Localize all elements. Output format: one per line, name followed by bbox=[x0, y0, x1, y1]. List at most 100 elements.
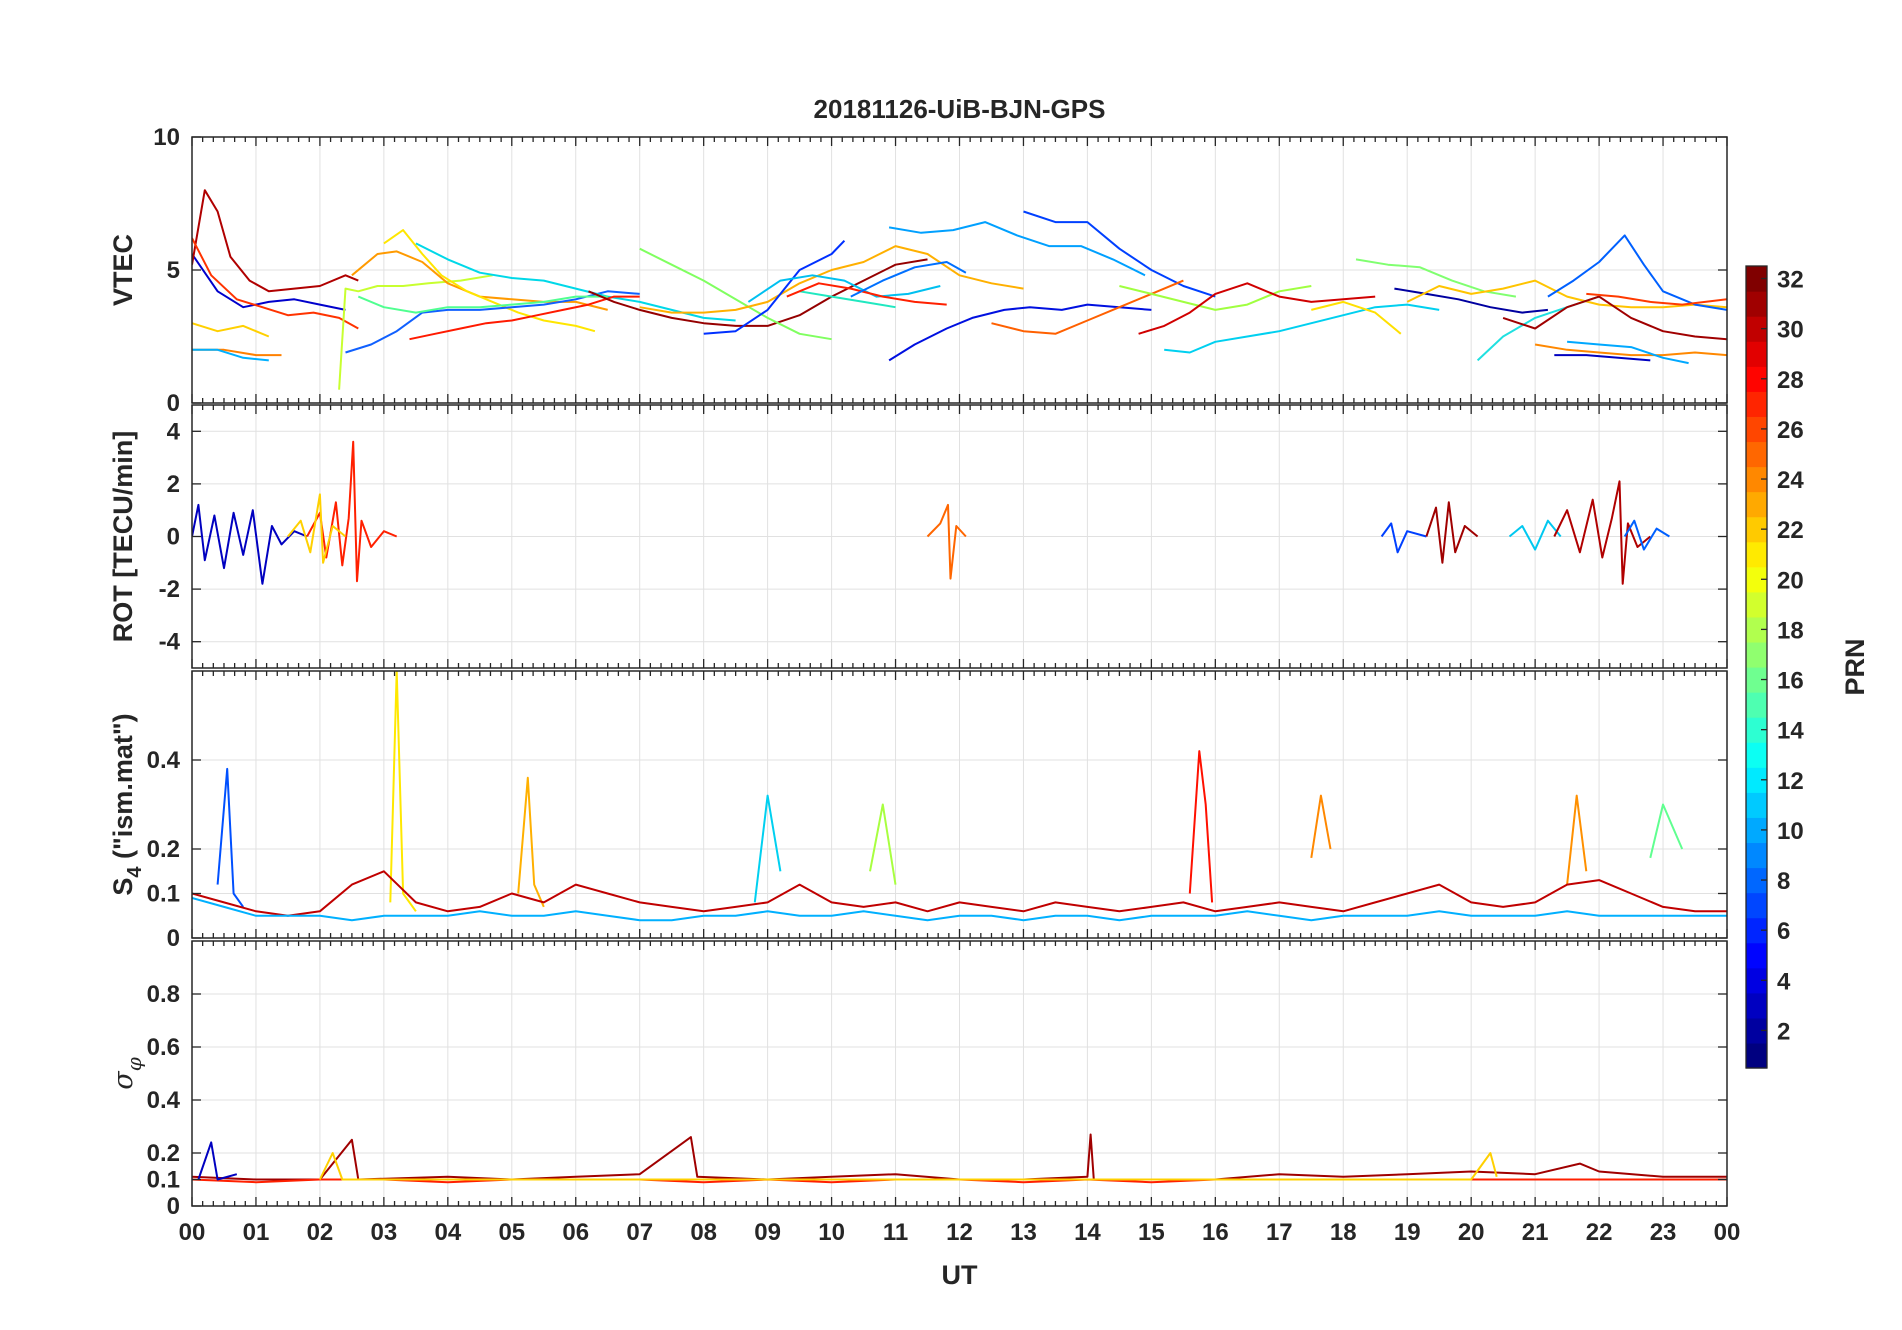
y-axis-label: σφ bbox=[108, 1057, 146, 1089]
series-line-prn-20 bbox=[287, 493, 347, 564]
series-group bbox=[192, 189, 1727, 390]
series-line-prn-22 bbox=[1406, 279, 1727, 309]
x-tick-label: 13 bbox=[1010, 1219, 1037, 1246]
series-line-prn-12 bbox=[747, 274, 941, 303]
y-tick-label: -2 bbox=[159, 576, 180, 603]
x-tick-label: 19 bbox=[1394, 1219, 1421, 1246]
colorbar-tick-label: 14 bbox=[1777, 718, 1804, 745]
x-tick-label: 00 bbox=[179, 1219, 206, 1246]
y-tick-label: -4 bbox=[159, 629, 181, 656]
series-line-prn-8 bbox=[850, 261, 967, 298]
y-axis-label: ROT [TECU/min] bbox=[108, 431, 138, 642]
series-line-prn-3 bbox=[1554, 354, 1651, 362]
panel-vtec: 0 5 10 VTEC bbox=[108, 124, 1728, 417]
series-line-prn-31 bbox=[1502, 295, 1727, 341]
x-tick-label: 11 bbox=[883, 1219, 908, 1246]
series-line-prn-23 bbox=[1566, 794, 1588, 885]
series-line-prn-14 bbox=[799, 290, 896, 309]
series-line-prn-25 bbox=[926, 503, 967, 580]
panel-s4: 0 0.1 0.2 0.4S4 ("ism.mat") bbox=[108, 670, 1728, 952]
colorbar-tick-label: 22 bbox=[1777, 517, 1804, 544]
y-tick-label: 0 bbox=[167, 524, 180, 551]
series-line-prn-10 bbox=[888, 221, 1146, 277]
colorbar-segment bbox=[1746, 391, 1767, 417]
series-line-prn-6 bbox=[703, 240, 846, 335]
chart-title: 20181126-UiB-BJN-GPS bbox=[814, 94, 1106, 124]
colorbar-tick-label: 6 bbox=[1777, 918, 1790, 945]
y-tick-label: 0.1 bbox=[147, 1167, 180, 1194]
colorbar-segment bbox=[1746, 491, 1767, 518]
colorbar-tick-label: 8 bbox=[1777, 868, 1790, 895]
colorbar-segment bbox=[1746, 516, 1767, 543]
y-tick-label: 0.4 bbox=[147, 1087, 181, 1114]
series-line-prn-24 bbox=[1310, 794, 1332, 859]
series-line-prn-12 bbox=[753, 794, 782, 903]
x-tick-label: 20 bbox=[1458, 1219, 1485, 1246]
series-line-prn-16 bbox=[639, 247, 832, 341]
colorbar-segment bbox=[1746, 967, 1767, 994]
series-line-prn-19 bbox=[1311, 300, 1402, 335]
series-line-prn-15 bbox=[1649, 803, 1684, 859]
colorbar-segment bbox=[1746, 667, 1767, 693]
x-tick-label: 17 bbox=[1266, 1219, 1293, 1246]
series-group bbox=[192, 1133, 1727, 1184]
colorbar-segment bbox=[1746, 316, 1767, 342]
colorbar-tick-label: 16 bbox=[1777, 668, 1804, 695]
x-tick-label: 18 bbox=[1330, 1219, 1357, 1246]
colorbar-segment bbox=[1746, 341, 1767, 367]
colorbar-segment bbox=[1746, 742, 1767, 768]
series-line-prn-7 bbox=[1547, 234, 1727, 311]
series-line-prn-11 bbox=[192, 897, 1727, 922]
colorbar-tick-label: 30 bbox=[1777, 317, 1804, 344]
x-tick-label: 04 bbox=[434, 1219, 461, 1246]
series-line-prn-18 bbox=[338, 274, 493, 390]
series-line-prn-28 bbox=[786, 282, 947, 306]
series-line-prn-26 bbox=[1586, 292, 1727, 306]
series-line-prn-24 bbox=[1534, 343, 1727, 357]
x-tick-label: 15 bbox=[1138, 1219, 1165, 1246]
series-line-prn-17 bbox=[1119, 285, 1312, 311]
colorbar-segment bbox=[1746, 942, 1767, 969]
series-line-prn-5 bbox=[1023, 210, 1216, 298]
colorbar-frame bbox=[1745, 265, 1768, 1069]
series-line-prn-19 bbox=[389, 671, 417, 912]
series-line-prn-26 bbox=[192, 237, 359, 330]
x-tick-label: 22 bbox=[1586, 1219, 1613, 1246]
y-tick-label: 0.2 bbox=[147, 1140, 180, 1167]
colorbar-segment bbox=[1746, 466, 1767, 493]
x-tick-label: 05 bbox=[498, 1219, 525, 1246]
colorbar-segment bbox=[1746, 541, 1767, 568]
colorbar-segment bbox=[1746, 416, 1767, 443]
x-tick-label: 09 bbox=[754, 1219, 781, 1246]
series-line-prn-27 bbox=[409, 295, 640, 341]
x-tick-label: 14 bbox=[1074, 1219, 1101, 1246]
colorbar-tick-label: 2 bbox=[1777, 1018, 1790, 1045]
colorbar-segment bbox=[1746, 366, 1767, 392]
x-tick-labels: 00 01 02 03 04 05 06 07 08 09 10 11 12 13 14 15 16 17 18 19… bbox=[179, 1219, 1741, 1246]
y-axis-label: S4 ("ism.mat") bbox=[108, 713, 146, 895]
x-tick-label: 01 bbox=[243, 1219, 270, 1246]
colorbar-segment bbox=[1746, 842, 1767, 869]
y-tick-label: 0.2 bbox=[147, 836, 180, 863]
x-tick-label: 08 bbox=[690, 1219, 717, 1246]
x-tick-label: 16 bbox=[1202, 1219, 1229, 1246]
series-line-prn-3 bbox=[192, 253, 346, 311]
series-line-prn-10 bbox=[1567, 340, 1689, 365]
series-group bbox=[192, 440, 1670, 585]
colorbar-segment bbox=[1746, 441, 1767, 468]
colorbar-segment bbox=[1746, 992, 1767, 1019]
colorbar-tick-label: 4 bbox=[1777, 968, 1791, 995]
colorbar-segment bbox=[1746, 892, 1767, 919]
y-tick-label: 0.6 bbox=[147, 1034, 180, 1061]
panel-sigma: 00.10.2 0.4 0.6 0.8 σφ bbox=[108, 940, 1728, 1220]
y-tick-label: 0.4 bbox=[147, 747, 181, 774]
series-line-prn-2 bbox=[1394, 287, 1549, 314]
series-line-prn-21 bbox=[517, 776, 545, 908]
series-line-prn-30 bbox=[1425, 501, 1479, 564]
panel-rot: -4 -2 0 2 4 ROT [TECU/min] bbox=[108, 404, 1728, 669]
colorbar-tick-label: 20 bbox=[1777, 567, 1804, 594]
colorbar-segment bbox=[1746, 266, 1767, 292]
